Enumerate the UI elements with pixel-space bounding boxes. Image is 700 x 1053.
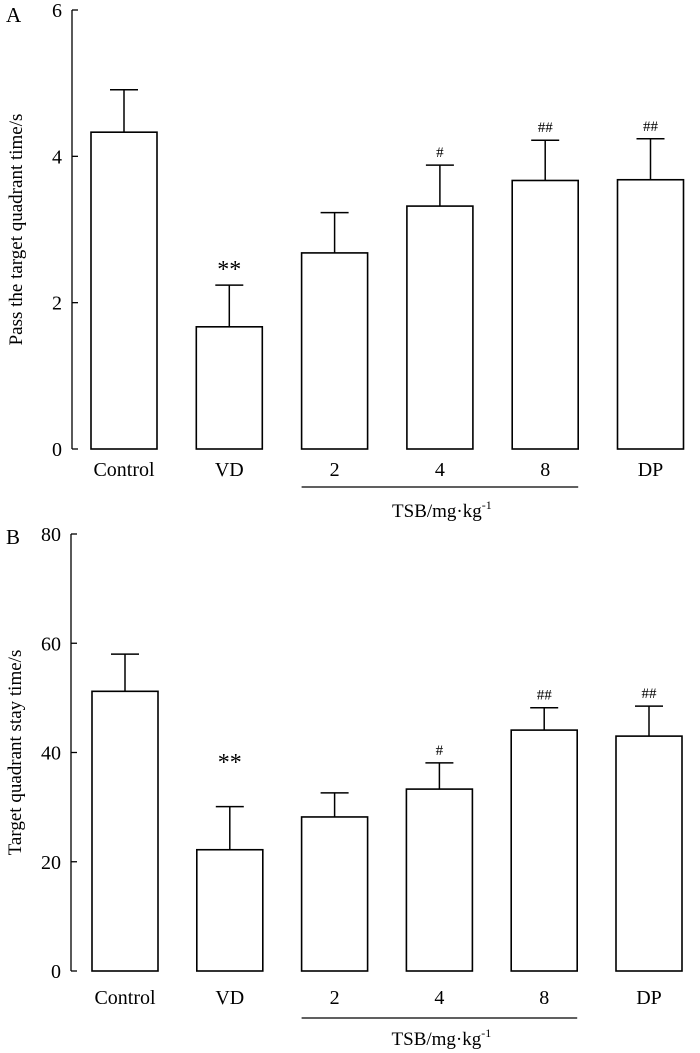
panel-a-tick-labels: 0 2 4 6 Control VD 2 4 8 DP	[52, 0, 663, 481]
significance-marker: **	[217, 257, 241, 283]
panel-a-group-label-text: TSB/mg·kg	[392, 501, 482, 522]
panel-a-y-axis-label: Pass the target quadrant time/s	[6, 114, 27, 346]
y-tick-label: 20	[41, 852, 61, 874]
bar	[300, 816, 369, 972]
category-label: Control	[94, 987, 156, 1009]
category-label: DP	[636, 987, 662, 1009]
panel-a-group-label-superscript: -1	[482, 498, 492, 512]
category-label: 8	[540, 459, 550, 481]
y-tick-label: 6	[52, 0, 62, 22]
category-label: Control	[93, 459, 155, 481]
bar	[91, 690, 159, 972]
panel-b-tick-labels: 0 20 40 60 80 Control VD 2 4 8 DP	[41, 524, 662, 1009]
y-tick-label: 0	[51, 961, 61, 983]
significance-marker: ##	[643, 119, 659, 135]
y-tick-label: 2	[52, 293, 62, 315]
bar	[511, 179, 580, 450]
category-label: VD	[215, 459, 244, 481]
bar	[90, 131, 158, 450]
bar	[406, 205, 474, 450]
y-tick-label: 40	[41, 743, 61, 765]
category-label: 2	[330, 987, 340, 1009]
category-label: DP	[638, 459, 664, 481]
panel-a-chart: A Pass the target quadrant time/s **### #…	[6, 0, 685, 522]
panel-b-chart: B Target quadrant stay time/s ** ### ## 02…	[5, 524, 683, 1050]
significance-marker: #	[436, 743, 444, 759]
bar	[300, 252, 369, 450]
significance-marker: ##	[642, 686, 658, 702]
panel-b-label: B	[6, 525, 20, 549]
bar	[405, 788, 474, 972]
bar	[615, 735, 683, 972]
significance-marker: ##	[538, 120, 554, 136]
category-label: 4	[435, 459, 445, 481]
panel-b-axes	[70, 533, 77, 972]
panel-a-bars: **### ##	[90, 89, 685, 450]
panel-b-y-axis-label: Target quadrant stay time/s	[5, 650, 26, 856]
panel-a-axes	[71, 9, 78, 450]
significance-marker: #	[436, 145, 444, 161]
panel-a-label: A	[6, 3, 22, 27]
panel-b-group-label: TSB/mg·kg-1	[392, 1026, 492, 1050]
bar	[195, 326, 264, 450]
bar	[616, 178, 685, 450]
bar	[196, 848, 264, 972]
y-tick-label: 60	[41, 633, 61, 655]
category-label: VD	[215, 987, 244, 1009]
panel-b-group-label-superscript: -1	[481, 1026, 491, 1040]
bar	[510, 729, 579, 972]
category-label: 2	[330, 459, 340, 481]
panel-a-group-label: TSB/mg·kg-1	[392, 498, 492, 522]
panel-b-bars: ** ### ##	[91, 653, 683, 972]
y-tick-label: 0	[52, 439, 62, 461]
y-tick-label: 4	[52, 146, 62, 168]
category-label: 4	[434, 987, 444, 1009]
significance-marker: ##	[537, 688, 553, 704]
panel-b-group-label-text: TSB/mg·kg	[392, 1029, 482, 1050]
significance-marker: **	[218, 750, 242, 776]
y-tick-label: 80	[41, 524, 61, 546]
category-label: 8	[539, 987, 549, 1009]
